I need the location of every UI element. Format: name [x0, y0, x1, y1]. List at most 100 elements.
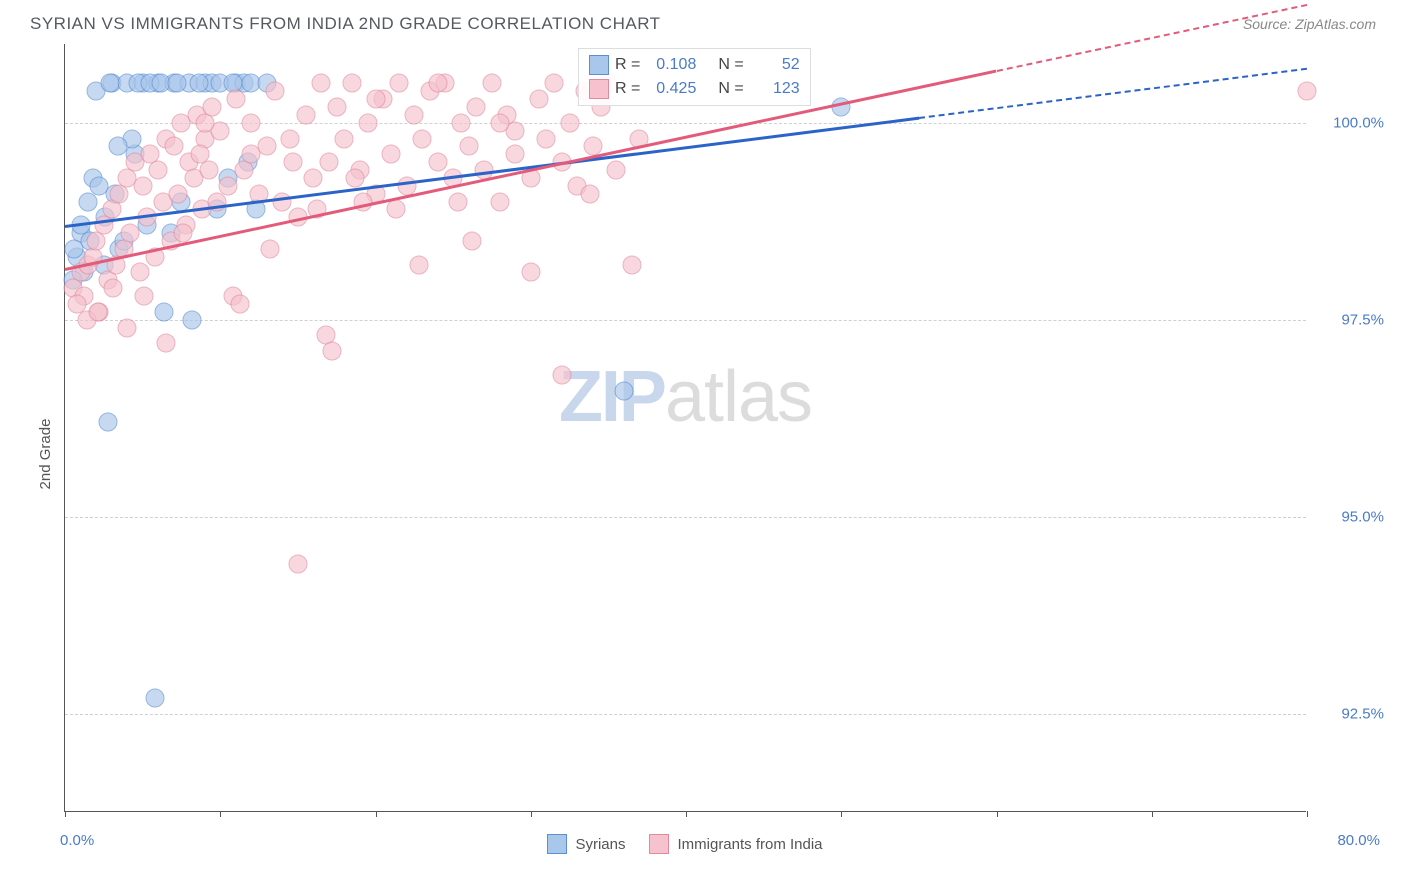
scatter-point — [552, 365, 571, 384]
scatter-point — [183, 310, 202, 329]
n-label: N = — [718, 56, 743, 74]
scatter-point — [121, 224, 140, 243]
scatter-point — [343, 74, 362, 93]
scatter-point — [335, 129, 354, 148]
y-tick-label: 100.0% — [1314, 114, 1384, 131]
n-value: 123 — [750, 80, 800, 98]
watermark-zip: ZIP — [559, 357, 665, 437]
scatter-point — [130, 263, 149, 282]
scatter-point — [281, 129, 300, 148]
scatter-point — [104, 279, 123, 298]
scatter-point — [346, 168, 365, 187]
x-tick — [65, 811, 66, 817]
scatter-point — [467, 98, 486, 117]
scatter-point — [1298, 82, 1317, 101]
scatter-point — [219, 176, 238, 195]
scatter-point — [428, 153, 447, 172]
scatter-point — [304, 168, 323, 187]
scatter-point — [164, 137, 183, 156]
n-value: 52 — [750, 56, 800, 74]
scatter-point — [108, 137, 127, 156]
scatter-point — [231, 294, 250, 313]
scatter-point — [405, 105, 424, 124]
scatter-point — [448, 192, 467, 211]
scatter-point — [529, 90, 548, 109]
x-tick — [531, 811, 532, 817]
scatter-point — [88, 302, 107, 321]
scatter-point — [428, 74, 447, 93]
scatter-point — [195, 113, 214, 132]
scatter-point — [482, 74, 501, 93]
scatter-point — [312, 74, 331, 93]
r-value: 0.425 — [646, 80, 696, 98]
y-tick-label: 95.0% — [1314, 508, 1384, 525]
gridline — [65, 517, 1306, 518]
legend-label-india: Immigrants from India — [677, 836, 822, 853]
scatter-point — [490, 192, 509, 211]
scatter-point — [189, 74, 208, 93]
scatter-point — [284, 153, 303, 172]
y-tick-label: 97.5% — [1314, 311, 1384, 328]
x-tick — [376, 811, 377, 817]
bottom-legend: Syrians Immigrants from India — [64, 834, 1306, 854]
scatter-point — [327, 98, 346, 117]
scatter-point — [101, 74, 120, 93]
scatter-point — [288, 554, 307, 573]
scatter-point — [260, 239, 279, 258]
chart-source: Source: ZipAtlas.com — [1243, 16, 1376, 32]
scatter-point — [614, 381, 633, 400]
gridline — [65, 714, 1306, 715]
gridline — [65, 320, 1306, 321]
watermark-atlas: atlas — [665, 357, 812, 437]
scatter-point — [451, 113, 470, 132]
scatter-point — [560, 113, 579, 132]
scatter-point — [99, 413, 118, 432]
chart-title: SYRIAN VS IMMIGRANTS FROM INDIA 2ND GRAD… — [30, 14, 661, 34]
n-label: N = — [718, 80, 743, 98]
watermark: ZIPatlas — [559, 356, 812, 438]
x-tick — [997, 811, 998, 817]
scatter-point — [413, 129, 432, 148]
x-axis-max: 80.0% — [1337, 832, 1380, 849]
scatter-point — [149, 161, 168, 180]
x-tick — [841, 811, 842, 817]
scatter-point — [389, 74, 408, 93]
y-axis-label: 2nd Grade — [37, 419, 54, 490]
legend-swatch — [589, 79, 609, 99]
scatter-point — [79, 192, 98, 211]
x-tick — [686, 811, 687, 817]
scatter-point — [462, 231, 481, 250]
x-tick — [220, 811, 221, 817]
scatter-point — [366, 90, 385, 109]
scatter-point — [607, 161, 626, 180]
legend-item-india: Immigrants from India — [649, 834, 822, 854]
scatter-point — [155, 302, 174, 321]
chart-container: 2nd Grade ZIPatlas 92.5%95.0%97.5%100.0%… — [18, 44, 1388, 864]
scatter-point — [65, 239, 84, 258]
scatter-point — [537, 129, 556, 148]
scatter-point — [521, 263, 540, 282]
scatter-point — [386, 200, 405, 219]
scatter-point — [490, 113, 509, 132]
correlation-legend: R =0.108N =52R =0.425N =123 — [578, 48, 811, 106]
scatter-point — [358, 113, 377, 132]
scatter-point — [622, 255, 641, 274]
legend-stat-row: R = 0.425 N = 123 — [589, 77, 800, 101]
scatter-point — [265, 82, 284, 101]
scatter-point — [382, 145, 401, 164]
scatter-point — [167, 74, 186, 93]
scatter-point — [273, 192, 292, 211]
scatter-point — [397, 176, 416, 195]
legend-label-syrians: Syrians — [575, 836, 625, 853]
scatter-point — [226, 90, 245, 109]
scatter-point — [323, 342, 342, 361]
scatter-point — [459, 137, 478, 156]
legend-swatch — [589, 55, 609, 75]
plot-area: ZIPatlas 92.5%95.0%97.5%100.0% — [64, 44, 1306, 812]
r-label: R = — [615, 80, 640, 98]
legend-stat-row: R =0.108N =52 — [589, 53, 800, 77]
y-tick-label: 92.5% — [1314, 705, 1384, 722]
scatter-point — [191, 145, 210, 164]
scatter-point — [296, 105, 315, 124]
scatter-point — [173, 224, 192, 243]
